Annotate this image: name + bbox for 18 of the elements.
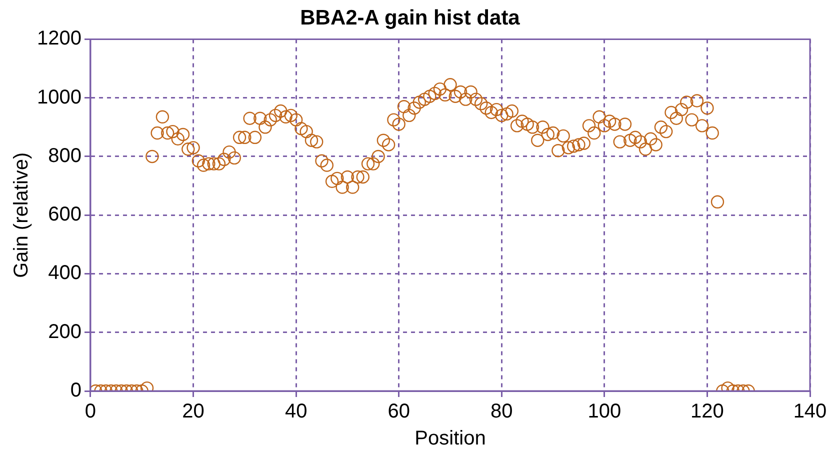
- x-tick-label: 120: [690, 400, 724, 423]
- y-tick-label: 600: [48, 204, 82, 226]
- y-tick-label: 200: [48, 320, 82, 343]
- x-tick-label: 100: [588, 400, 622, 423]
- x-tick-label: 80: [490, 400, 513, 423]
- y-axis-title: Gain (relative): [10, 152, 33, 278]
- y-tick-label: 800: [48, 144, 82, 167]
- x-tick-label: 40: [284, 400, 308, 423]
- y-tick-label: 1000: [36, 86, 82, 108]
- x-tick-label: 0: [84, 400, 96, 423]
- y-tick-label: 0: [70, 380, 82, 402]
- y-tick-label: 1200: [36, 28, 82, 50]
- chart-title: BBA2-A gain hist data: [300, 6, 520, 30]
- x-axis-title: Position: [414, 428, 486, 450]
- x-tick-label: 20: [182, 400, 204, 423]
- x-tick-label: 140: [793, 400, 827, 423]
- x-tick-label: 60: [388, 400, 410, 423]
- y-tick-label: 400: [48, 262, 82, 284]
